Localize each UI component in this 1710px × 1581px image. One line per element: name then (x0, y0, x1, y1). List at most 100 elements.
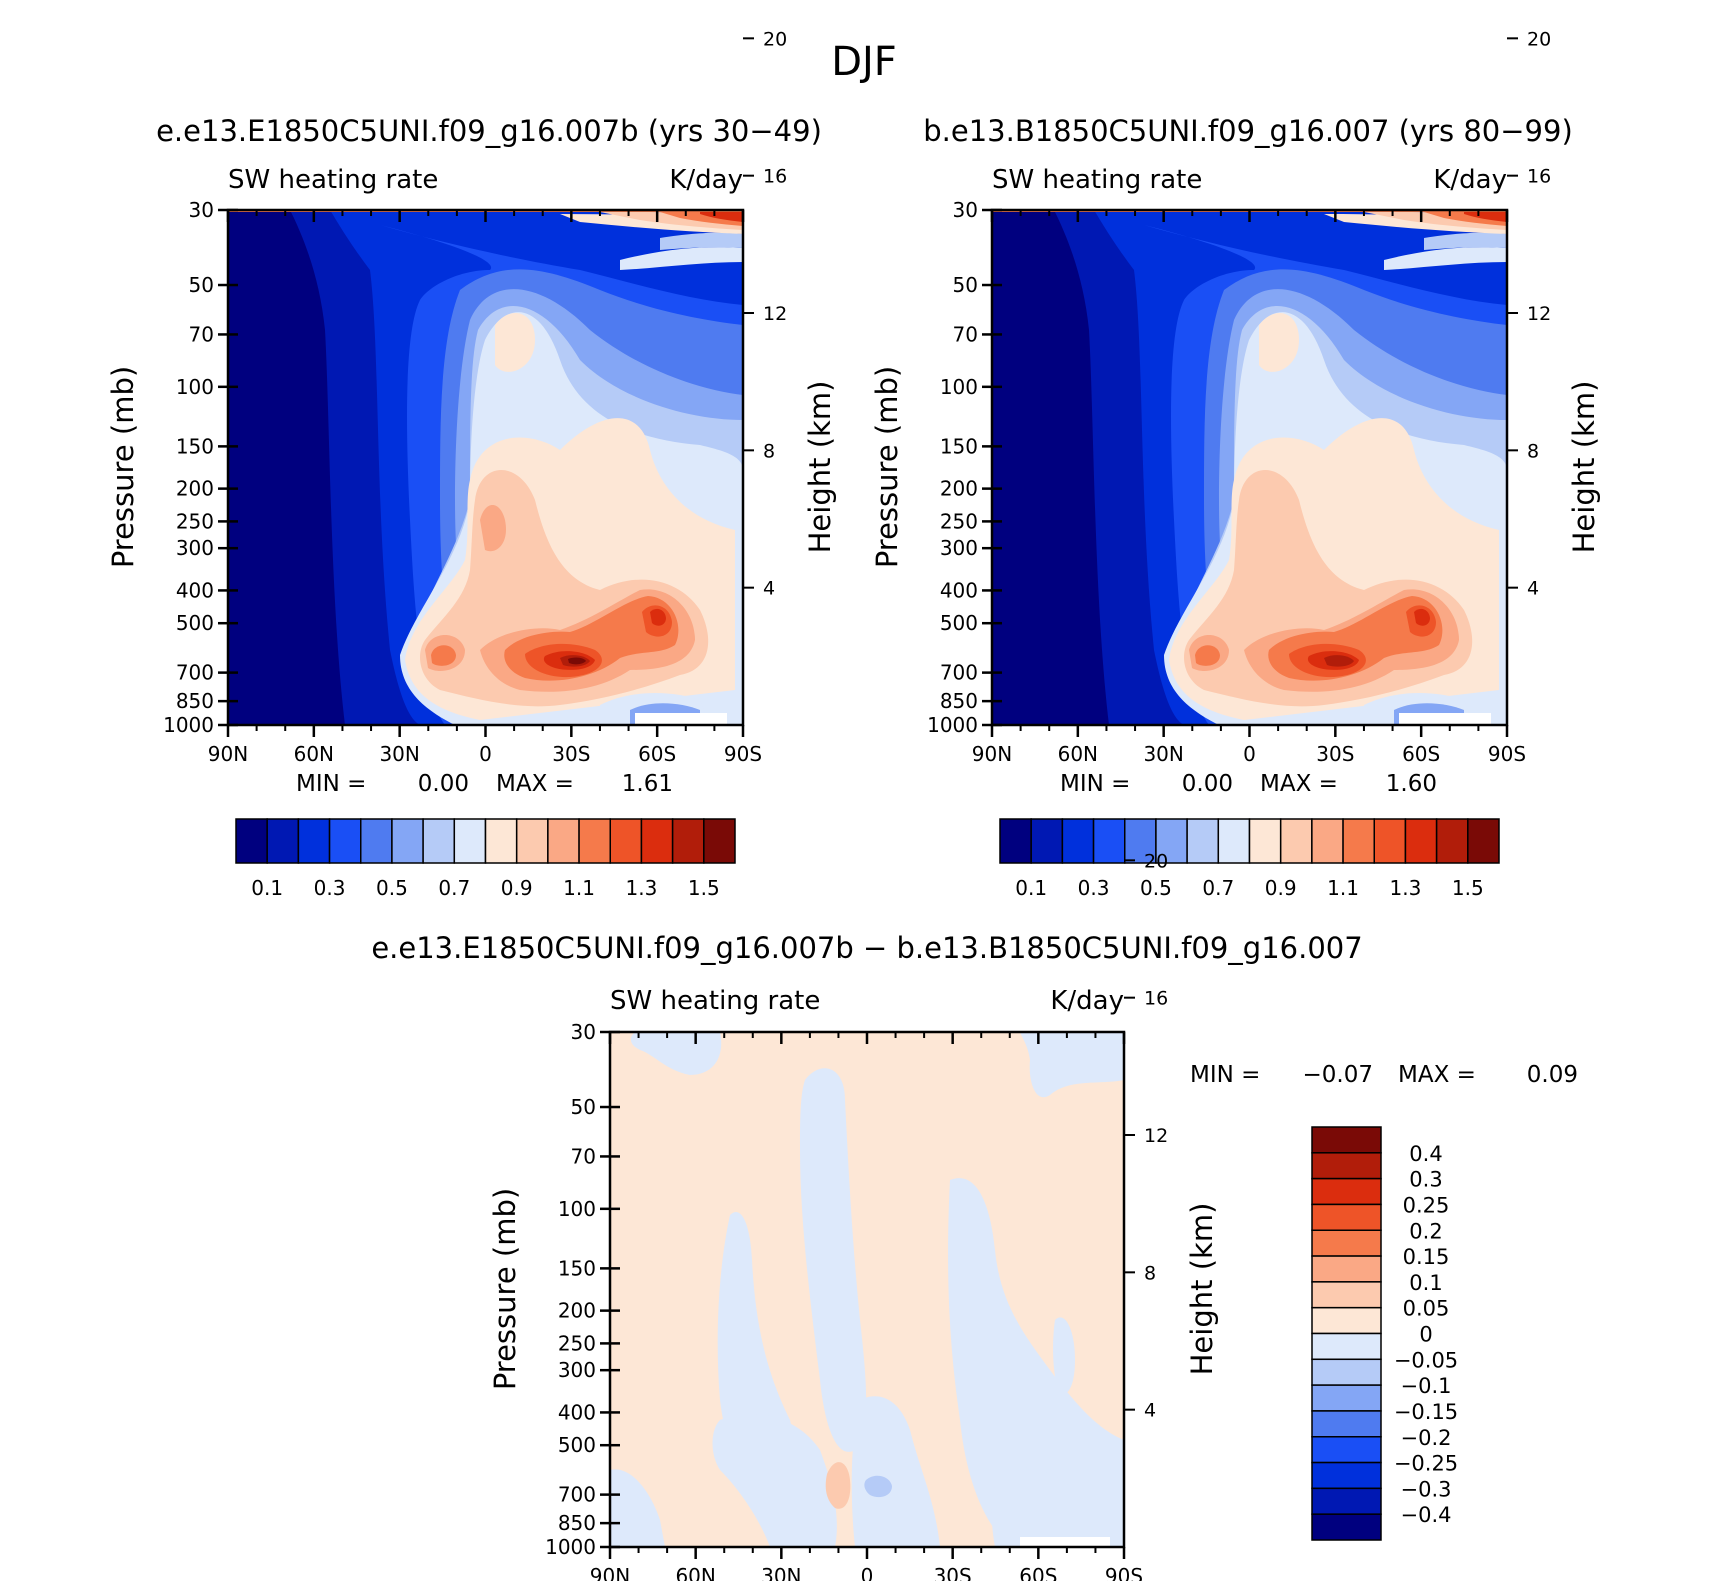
height-tick-label: 16 (1144, 988, 1168, 1010)
missing-data-patch (1020, 1537, 1110, 1547)
contour-fill (1424, 232, 1507, 250)
colorbar-swatch (391, 818, 424, 864)
colorbar-swatch (1061, 818, 1095, 864)
panel-title: e.e13.E1850C5UNI.f09_g16.007b − b.e13.B1… (371, 931, 1362, 965)
colorbar-swatch (703, 818, 736, 864)
y-tick-label: 400 (558, 1400, 596, 1424)
y-tick-label: 500 (176, 611, 214, 635)
height-tick-label: 12 (1144, 1125, 1168, 1147)
colorbar-swatch (422, 818, 456, 864)
contour-field (228, 210, 743, 725)
colorbar-swatch (328, 818, 362, 864)
x-tick-label: 30N (379, 742, 419, 766)
y-tick-label: 70 (953, 322, 978, 346)
x-tick-label: 90N (208, 742, 248, 766)
min-value: 0.00 (418, 771, 469, 797)
figure-title: DJF (831, 39, 897, 85)
contour-fill (480, 505, 506, 552)
x-tick-label: 60S (1019, 1564, 1057, 1581)
height-tick-label: 4 (1144, 1400, 1156, 1422)
contour-fill (1414, 608, 1430, 626)
colorbar-swatch (1186, 818, 1220, 864)
colorbar-swatch (1311, 1177, 1382, 1206)
y-tick-label: 250 (176, 509, 214, 533)
y-tick-label: 50 (571, 1095, 596, 1119)
panel-title: e.e13.E1850C5UNI.f09_g16.007b (yrs 30−49… (156, 114, 822, 148)
contour-fill (610, 1469, 665, 1547)
colorbar-swatch (235, 818, 268, 864)
colorbar-swatch (1311, 1513, 1382, 1541)
y-tick-label: 150 (176, 434, 214, 458)
colorbar-swatch (1311, 1281, 1382, 1309)
colorbar-swatch (1311, 1126, 1382, 1154)
colorbar: 0.40.30.250.20.150.10.050−0.05−0.1−0.15−… (1311, 1126, 1458, 1541)
y-axis-label: Pressure (mb) (488, 1188, 522, 1390)
colorbar-swatch (999, 818, 1032, 864)
colorbar-swatch (1248, 818, 1282, 864)
units-label: K/day (669, 165, 743, 195)
contour-field (610, 1032, 1124, 1547)
panel-title: b.e13.B1850C5UNI.f09_g16.007 (yrs 80−99) (923, 114, 1573, 148)
y-tick-label: 100 (176, 375, 214, 399)
contour-fill (660, 232, 743, 250)
colorbar-label: 1.5 (1452, 876, 1484, 900)
height-tick-label: 16 (763, 166, 787, 188)
max-value: 0.09 (1527, 1062, 1578, 1088)
x-tick-label: 60N (675, 1564, 715, 1581)
x-tick-label: 30S (552, 742, 590, 766)
contour-fill (650, 608, 666, 626)
contour-fill (568, 657, 586, 665)
colorbar-swatch (360, 818, 393, 864)
min-label: MIN = (296, 771, 366, 797)
x-tick-label: 90S (1105, 1564, 1143, 1581)
min-value: −0.07 (1303, 1062, 1373, 1088)
colorbar-swatch (1092, 818, 1126, 864)
height-tick-label: 12 (1527, 303, 1551, 325)
max-label: MAX = (496, 771, 574, 797)
colorbar-label: 0.9 (501, 876, 533, 900)
height-tick-label: 8 (1527, 440, 1539, 462)
x-tick-label: 30S (934, 1564, 972, 1581)
colorbar-swatch (1311, 1203, 1382, 1231)
colorbar-label: 1.5 (688, 876, 720, 900)
height-tick-label: 8 (763, 440, 775, 462)
x-tick-label: 30S (1316, 742, 1354, 766)
y-tick-label: 50 (189, 273, 214, 297)
max-value: 1.60 (1386, 771, 1437, 797)
colorbar-swatch (609, 818, 643, 864)
contour-fill (864, 1475, 892, 1498)
contour-fill (991, 1466, 1080, 1547)
x-tick-label: 90S (724, 742, 762, 766)
x-tick-label: 60N (1058, 742, 1098, 766)
colorbar-swatch (1311, 1436, 1382, 1464)
colorbar-label: 0.25 (1403, 1193, 1450, 1217)
contour-fill (1020, 1032, 1124, 1098)
units-label: K/day (1050, 986, 1124, 1016)
colorbar-label: 0.05 (1403, 1297, 1450, 1321)
y-tick-label: 30 (189, 198, 214, 222)
y-tick-label: 1000 (927, 713, 978, 737)
x-tick-label: 30N (1143, 742, 1183, 766)
height-tick-label: 12 (763, 303, 787, 325)
contour-fill (717, 1212, 794, 1482)
colorbar-swatch (547, 818, 580, 864)
y-tick-label: 70 (189, 322, 214, 346)
colorbar-swatch (1030, 818, 1064, 864)
max-label: MAX = (1260, 771, 1338, 797)
y-axis-label-right: Height (km) (1567, 381, 1601, 554)
y-tick-label: 700 (558, 1483, 596, 1507)
colorbar-swatch (1311, 818, 1344, 864)
colorbar-label: 0.1 (1015, 876, 1047, 900)
colorbar-label: 0.1 (251, 876, 283, 900)
y-tick-label: 300 (176, 536, 214, 560)
max-label: MAX = (1398, 1062, 1476, 1088)
contour-fill (712, 1414, 837, 1547)
colorbar-label: −0.1 (1401, 1374, 1452, 1398)
colorbar-swatch (266, 818, 300, 864)
colorbar-label: −0.15 (1394, 1400, 1458, 1424)
y-axis-label-right: Height (km) (1185, 1203, 1219, 1376)
colorbar-swatch (1311, 1384, 1382, 1412)
x-tick-label: 60S (638, 742, 676, 766)
panel-difference: e.e13.E1850C5UNI.f09_g16.007b − b.e13.B1… (371, 850, 1578, 1581)
